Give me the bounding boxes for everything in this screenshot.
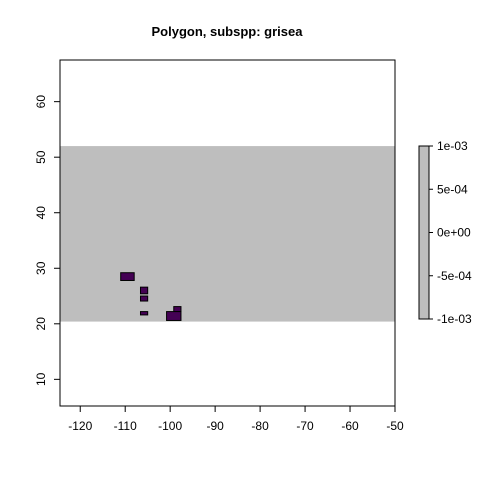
legend-label: 0e+00: [437, 226, 471, 240]
x-tick-label: -50: [386, 419, 404, 433]
x-tick-label: -110: [114, 419, 137, 433]
legend-label: -5e-04: [437, 269, 472, 283]
legend-bar: [418, 145, 430, 320]
y-tick-label: 20: [34, 317, 48, 331]
y-tick-label: 40: [34, 206, 48, 220]
polygon-cell-4: [173, 306, 182, 313]
x-tick-label: -70: [296, 419, 314, 433]
polygon-cell-3: [139, 311, 149, 316]
raster-band: [60, 146, 395, 322]
y-tick-label: 50: [34, 150, 48, 164]
x-tick-label: -90: [206, 419, 224, 433]
polygon-cell-2: [139, 295, 149, 302]
y-tick-label: 30: [34, 261, 48, 275]
legend-label: -1e-03: [437, 312, 472, 326]
y-tick-label: 10: [34, 372, 48, 386]
legend-label: 5e-04: [437, 182, 468, 196]
x-tick-label: -60: [341, 419, 359, 433]
color-legend: 1e-03 5e-04 0e+00 -5e-04 -1e-03: [418, 139, 472, 326]
chart-title: Polygon, subspp: grisea: [152, 24, 304, 39]
plot-area: [59, 59, 396, 407]
x-tick-label: -100: [158, 419, 182, 433]
polygon-cell-0: [120, 272, 135, 281]
x-axis: -120 -110 -100 -90 -80 -70 -60 -50: [68, 405, 404, 433]
polygon-cell-1: [139, 286, 149, 295]
y-axis: 10 20 30 40 50 60: [34, 95, 61, 386]
x-tick-label: -80: [251, 419, 269, 433]
polygon-cell-5: [166, 311, 182, 321]
y-tick-label: 60: [34, 95, 48, 109]
x-tick-label: -120: [68, 419, 92, 433]
legend-label: 1e-03: [437, 139, 468, 153]
